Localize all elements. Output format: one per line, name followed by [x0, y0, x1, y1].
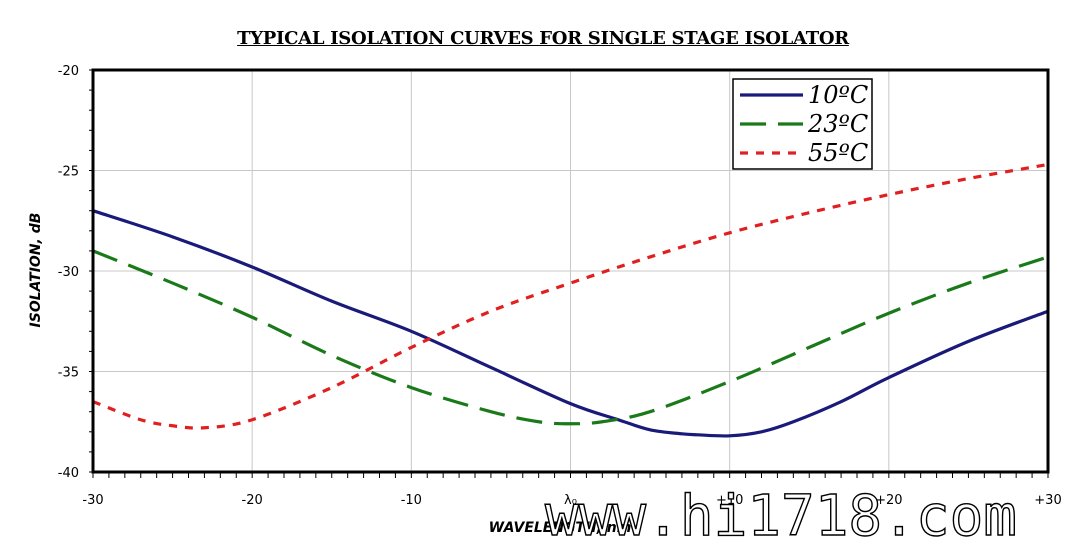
- legend-label-2: 23ºC: [807, 110, 868, 138]
- plot-area-frame: [91, 68, 1050, 474]
- y-tick-label: -40: [58, 466, 79, 481]
- chart-title: TYPICAL ISOLATION CURVES FOR SINGLE STAG…: [237, 28, 849, 49]
- x-tick-label: -30: [82, 493, 103, 508]
- x-tick-label: +20: [875, 493, 902, 508]
- x-axis-title: WAVELENGTH, nm: [489, 520, 632, 536]
- legend-label-1: 10ºC: [808, 81, 868, 109]
- series-line-3: [92, 162, 1049, 430]
- y-tick-label: -30: [58, 265, 79, 280]
- series-line-2: [92, 249, 1049, 426]
- y-axis-title: ISOLATION, dB: [28, 213, 44, 328]
- legend-label-3: 55ºC: [808, 139, 868, 167]
- x-tick-label: λ₀: [564, 493, 577, 508]
- y-tick-label: -25: [58, 165, 79, 180]
- series-line-1: [92, 209, 1049, 438]
- y-tick-label: -35: [58, 366, 79, 381]
- y-tick-label: -20: [58, 64, 79, 79]
- x-tick-label: -10: [401, 493, 422, 508]
- x-tick-label: -20: [242, 493, 263, 508]
- x-tick-label: +10: [716, 493, 743, 508]
- x-tick-label: +30: [1034, 493, 1061, 508]
- watermark-text: www.hi1718.com: [545, 484, 1017, 549]
